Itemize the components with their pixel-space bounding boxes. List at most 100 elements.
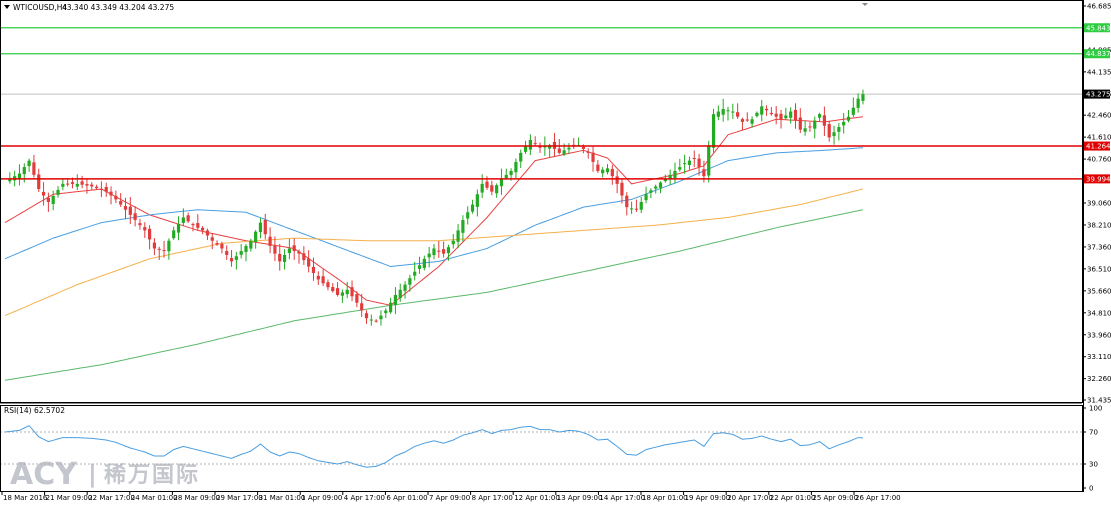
candle — [683, 154, 687, 174]
candle — [220, 241, 224, 254]
candle — [162, 240, 166, 258]
candle — [282, 249, 287, 270]
rsi-tick-label: 0 — [1089, 485, 1093, 493]
time-tick-label: 12 Apr 01:00 — [514, 494, 560, 502]
candle — [114, 190, 118, 204]
candle — [27, 158, 31, 172]
price-tick-label: 38.210 — [1087, 221, 1111, 229]
candle — [80, 175, 84, 189]
candle — [239, 243, 243, 259]
candle — [697, 153, 701, 176]
candle — [774, 106, 778, 125]
candle — [692, 150, 696, 168]
candle — [157, 246, 161, 261]
candle — [417, 256, 422, 274]
candle — [769, 107, 773, 116]
price-tick-label: 46.685 — [1087, 3, 1111, 11]
candle — [466, 206, 470, 225]
candle — [302, 246, 306, 265]
candle — [355, 291, 359, 308]
candle — [244, 243, 248, 262]
time-tick-label: 6 Apr 01:00 — [386, 494, 427, 502]
scroll-marker-icon[interactable] — [862, 3, 868, 6]
candle — [181, 208, 185, 227]
candle — [475, 189, 479, 217]
candle — [605, 164, 610, 175]
candle — [133, 206, 137, 227]
candle — [292, 238, 296, 260]
time-tick-label: 13 Apr 09:00 — [557, 494, 603, 502]
candle — [451, 233, 455, 249]
watermark-brand: ACY — [10, 457, 78, 492]
ma-series-3 — [4, 209, 864, 381]
candle — [711, 108, 716, 153]
svg-text:45.843: 45.843 — [1086, 24, 1111, 32]
time-tick-label: 22 Mar 17:00 — [88, 494, 135, 502]
price-panel[interactable] — [0, 27, 1083, 381]
candle — [61, 178, 65, 191]
time-tick-label: 25 Apr 09:00 — [812, 494, 858, 502]
rsi-axis: 100 70 30 0 — [1083, 405, 1102, 493]
candle — [167, 238, 171, 260]
price-tag: 41.264 — [1084, 141, 1111, 151]
candle — [687, 156, 692, 170]
price-tick-label: 44.135 — [1087, 68, 1111, 76]
candle — [258, 217, 263, 239]
candle — [639, 196, 643, 214]
candle — [668, 169, 672, 185]
candle — [446, 244, 451, 261]
price-tick-label: 42.460 — [1087, 112, 1111, 120]
dropdown-triangle-icon[interactable] — [4, 5, 10, 9]
rsi-panel-frame — [0, 405, 1083, 492]
candle — [789, 107, 793, 124]
candle — [707, 140, 711, 183]
candle — [779, 109, 783, 129]
candlesticks — [8, 89, 865, 326]
candle — [335, 282, 340, 297]
rsi-header-label: RSI(14) 62.5702 — [4, 406, 65, 415]
price-tick-label: 31.435 — [1087, 397, 1111, 405]
candle — [861, 89, 865, 105]
time-tick-label: 24 Mar 01:00 — [131, 494, 178, 502]
candle — [432, 243, 436, 260]
candle — [152, 238, 157, 256]
time-tick-label: 22 Apr 01:00 — [770, 494, 816, 502]
candle — [842, 113, 846, 134]
watermark-separator: | — [88, 460, 97, 488]
candle — [229, 249, 234, 267]
candle — [634, 199, 639, 212]
rsi-panel[interactable] — [0, 424, 1083, 468]
candle — [41, 182, 46, 206]
price-tag: 44.837 — [1084, 49, 1111, 59]
candle — [408, 274, 412, 292]
candle — [316, 271, 320, 285]
candle — [567, 143, 571, 154]
time-tick-label: 20 Apr 17:00 — [727, 494, 773, 502]
candle — [495, 183, 499, 198]
time-tick-label: 19 Apr 09:00 — [685, 494, 731, 502]
candle — [813, 116, 817, 139]
time-tick-label: 26 Apr 17:00 — [855, 494, 901, 502]
candle — [263, 213, 267, 240]
horizontal-level-lines[interactable] — [0, 27, 1083, 180]
symbol-label: WTICOUSD,H4 — [13, 3, 67, 12]
candle — [514, 158, 518, 179]
price-tick-label: 40.760 — [1087, 156, 1111, 164]
candle — [403, 281, 407, 299]
svg-text:41.264: 41.264 — [1086, 143, 1111, 151]
candle — [731, 103, 735, 119]
candle — [307, 250, 311, 273]
candle — [8, 172, 12, 184]
candle — [17, 164, 22, 186]
candle — [148, 225, 152, 250]
candle — [287, 238, 291, 260]
price-panel-frame — [0, 0, 1083, 403]
candle — [340, 289, 344, 303]
candle — [519, 149, 523, 169]
price-labels: 45.843 44.837 43.275 41.264 39.994 — [1084, 23, 1111, 184]
price-tick-label: 34.810 — [1087, 309, 1111, 317]
candle — [442, 241, 446, 258]
candle — [437, 241, 441, 258]
candle — [143, 222, 147, 238]
candle — [249, 238, 253, 252]
